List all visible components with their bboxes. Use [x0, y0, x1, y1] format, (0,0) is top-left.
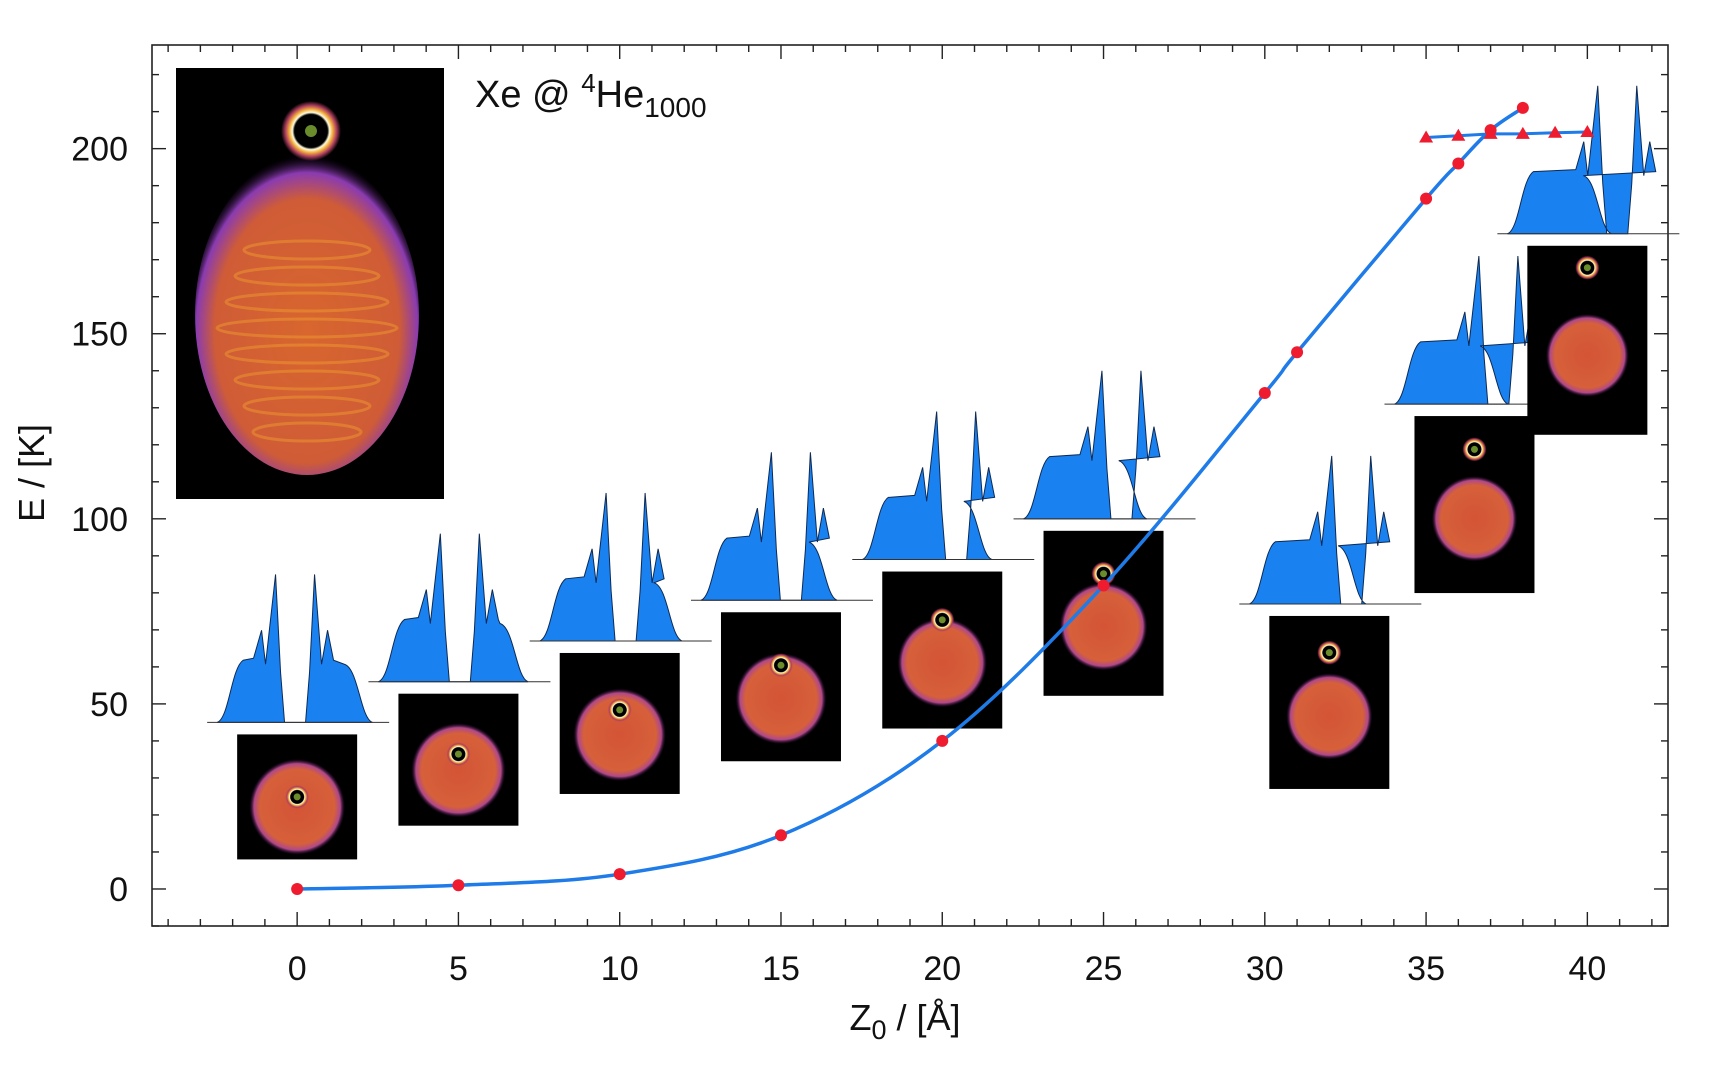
x-axis-label: Z0 / [Å] — [849, 997, 960, 1045]
inset-panel — [529, 492, 712, 794]
data-point-triangle — [1451, 128, 1466, 141]
xe-atom — [1583, 264, 1591, 272]
density-insets — [176, 68, 1680, 860]
density-ripple — [233, 369, 381, 391]
data-point-circle — [452, 879, 465, 892]
y-tick-label: 200 — [71, 131, 128, 169]
density-ripple — [224, 343, 390, 365]
x-tick-label: 20 — [923, 950, 961, 988]
data-point-circle — [1452, 157, 1465, 170]
xe-atom — [454, 750, 462, 758]
large-droplet — [195, 155, 419, 475]
density-ripple — [215, 317, 399, 339]
density-ripple — [242, 239, 372, 261]
xe-atom — [1100, 570, 1108, 578]
density-profile — [1394, 256, 1538, 405]
xe-atom — [616, 706, 624, 714]
droplet — [897, 617, 988, 708]
data-point-circle — [1291, 346, 1304, 359]
inset-panel — [1239, 455, 1422, 789]
density-profile — [1507, 85, 1657, 235]
system-annotation: Xe @ 4He1000 — [475, 68, 707, 123]
droplet — [411, 722, 506, 818]
y-axis-label: E / [K] — [11, 424, 52, 522]
density-profile — [1023, 370, 1161, 520]
y-tick-label: 150 — [71, 316, 128, 354]
inset-panel — [852, 411, 1035, 729]
x-tick-label: 0 — [288, 950, 307, 988]
xe-atom — [938, 616, 946, 624]
y-tick-label: 0 — [109, 871, 128, 909]
x-tick-label: 30 — [1246, 950, 1284, 988]
droplet — [573, 688, 667, 782]
data-point-circle — [1258, 386, 1271, 399]
xe-atom — [293, 793, 301, 801]
x-tick-label: 10 — [601, 950, 639, 988]
xe-atom — [1325, 649, 1333, 657]
density-profile — [700, 452, 838, 601]
inset-panel — [1384, 256, 1567, 594]
data-point-circle — [1420, 192, 1433, 205]
data-point-circle — [774, 829, 787, 842]
droplet — [1431, 475, 1518, 562]
x-tick-label: 15 — [762, 950, 800, 988]
density-profile — [539, 492, 683, 642]
droplet — [1286, 673, 1373, 760]
axis-ticks: 0 5 10 15 20 25 30 35 40 0 50 100 150 200 — [71, 45, 1668, 988]
x-tick-label: 40 — [1568, 950, 1606, 988]
inset-panel — [1497, 85, 1680, 435]
inset-panel — [207, 574, 390, 860]
density-ripple — [242, 395, 372, 417]
triangle-series-line — [1426, 130, 1588, 140]
large-density-image — [176, 68, 444, 499]
density-profile — [861, 411, 996, 561]
data-point-circle — [613, 868, 626, 881]
data-point-circle — [291, 882, 304, 895]
data-point-triangle — [1419, 130, 1434, 143]
density-ripple — [251, 421, 363, 443]
data-point-triangle — [1580, 124, 1595, 137]
xe-atom — [777, 661, 785, 669]
density-profile — [216, 574, 373, 723]
inset-panel — [368, 533, 551, 826]
xe-atom — [305, 125, 317, 137]
data-point-circle — [1097, 579, 1110, 592]
x-tick-label: 5 — [449, 950, 468, 988]
inset-panel — [1013, 370, 1196, 696]
data-layer — [291, 101, 1595, 895]
droplet — [1059, 582, 1148, 671]
y-tick-label: 50 — [90, 686, 128, 724]
data-point-circle — [1516, 101, 1529, 114]
data-point-triangle — [1483, 126, 1498, 139]
data-point-triangle — [1515, 126, 1530, 139]
droplet — [735, 653, 827, 745]
density-ripple — [233, 265, 381, 287]
x-tick-label: 35 — [1407, 950, 1445, 988]
data-point-triangle — [1548, 125, 1563, 138]
y-tick-label: 100 — [71, 501, 128, 539]
density-profile — [1249, 455, 1391, 605]
density-ripple — [224, 291, 390, 313]
data-point-circle — [936, 734, 949, 747]
inset-panel — [690, 452, 873, 762]
density-profile — [378, 533, 529, 683]
droplet — [1545, 313, 1629, 398]
xe-atom — [1470, 445, 1478, 453]
x-tick-label: 25 — [1085, 950, 1123, 988]
